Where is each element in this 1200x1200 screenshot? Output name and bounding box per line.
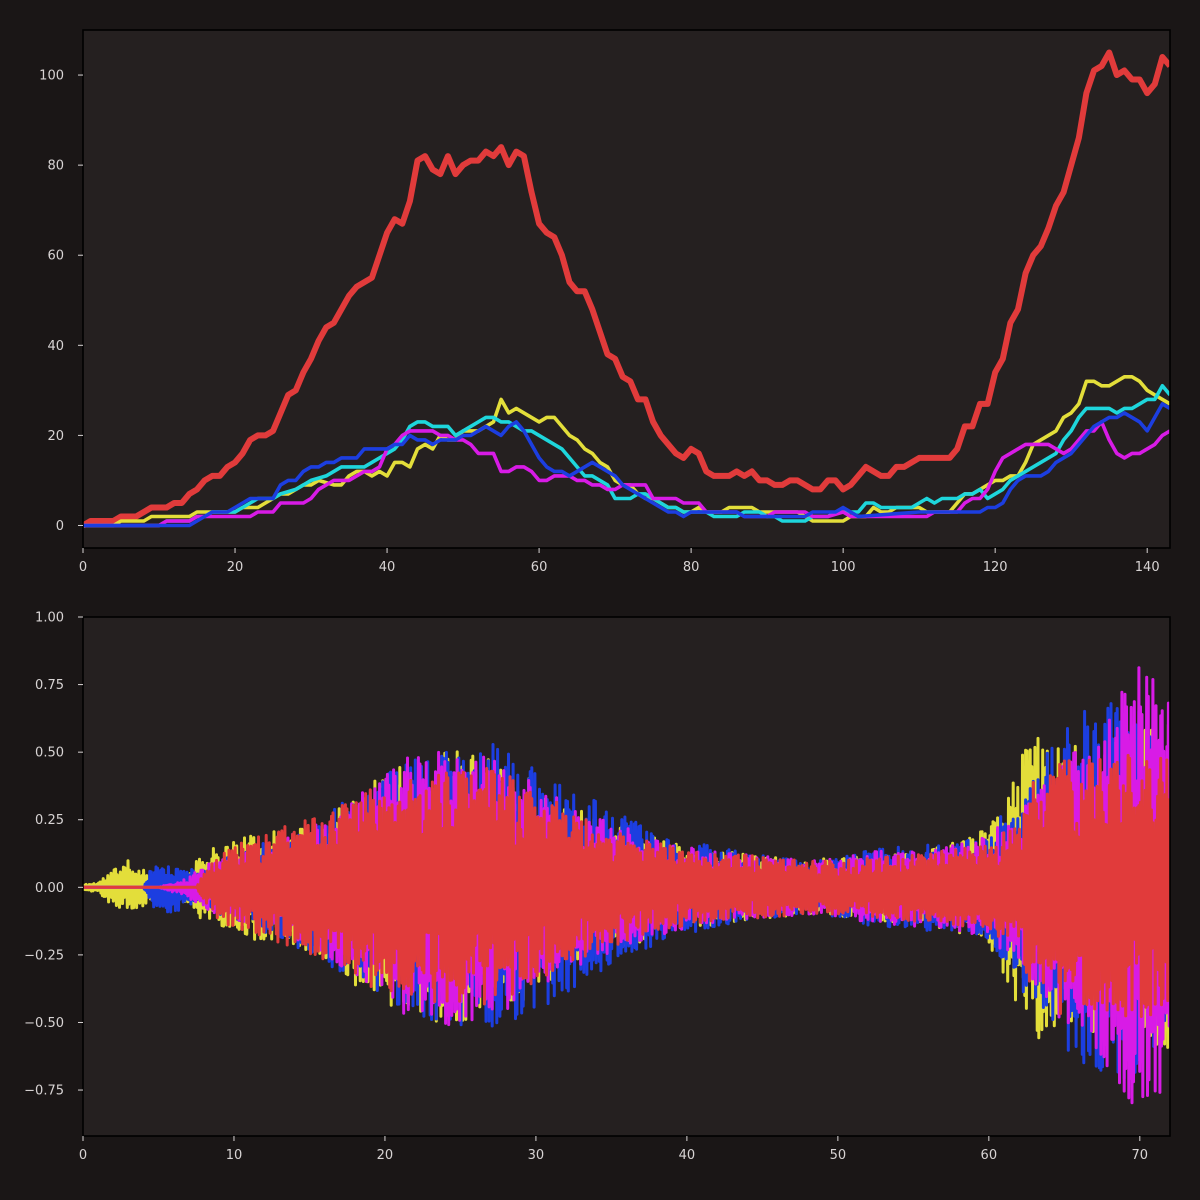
top-chart-axes: 0 20 40 60 80 100 120 140 0 20 40 60 80 100 [39, 69, 1159, 575]
y-tick-label: 0.00 [35, 881, 64, 896]
y-tick-label: −0.75 [24, 1084, 64, 1099]
y-tick-label: −0.50 [24, 1016, 64, 1031]
x-tick-label: 140 [1135, 560, 1160, 575]
series-line-5 [83, 402, 1170, 528]
x-tick-label: 40 [379, 560, 396, 575]
top-plot-frame [82, 29, 1171, 549]
bottom-chart-series-group [83, 666, 1170, 1105]
x-tick-label: 60 [531, 560, 548, 575]
bottom-plot-frame [82, 616, 1171, 1137]
x-tick-label: 120 [983, 560, 1008, 575]
x-tick-label: 20 [227, 560, 244, 575]
y-tick-label: 0 [56, 519, 64, 534]
y-tick-label: 20 [47, 429, 64, 444]
y-tick-label: 60 [47, 249, 64, 264]
x-tick-label: 10 [226, 1148, 243, 1163]
series-line-3 [83, 384, 1170, 528]
x-tick-label: 70 [1132, 1148, 1149, 1163]
top-line-chart: 0 20 40 60 80 100 120 140 0 20 40 60 80 100 [39, 29, 1171, 575]
y-tick-label: 0.75 [35, 678, 64, 693]
series-line-4 [83, 753, 1170, 1018]
y-tick-label: 100 [39, 69, 64, 84]
bottom-chart-axes: 0 10 20 30 40 50 60 70 −0.75 −0.50 −0.25 0.00 0.25 0.… [24, 611, 1148, 1164]
x-tick-label: 40 [679, 1148, 696, 1163]
bottom-waveform-chart: 0 10 20 30 40 50 60 70 −0.75 −0.50 −0.25 0.00 0.25 0.… [24, 611, 1171, 1164]
x-tick-label: 50 [830, 1148, 847, 1163]
x-tick-label: 20 [377, 1148, 394, 1163]
x-tick-label: 80 [683, 560, 700, 575]
top-plot-area [83, 30, 1170, 548]
x-tick-label: 0 [79, 1148, 87, 1163]
x-tick-label: 60 [981, 1148, 998, 1163]
y-tick-label: 0.25 [35, 813, 64, 828]
y-tick-label: 80 [47, 159, 64, 174]
y-tick-label: 40 [47, 339, 64, 354]
x-tick-label: 0 [79, 560, 87, 575]
y-tick-label: 0.50 [35, 746, 64, 761]
x-tick-label: 30 [528, 1148, 545, 1163]
x-tick-label: 100 [831, 560, 856, 575]
series-line-4 [83, 420, 1170, 528]
y-tick-label: −0.25 [24, 948, 64, 963]
series-line-1 [83, 49, 1170, 529]
y-tick-label: 1.00 [35, 611, 64, 626]
top-chart-series-group [83, 49, 1170, 529]
